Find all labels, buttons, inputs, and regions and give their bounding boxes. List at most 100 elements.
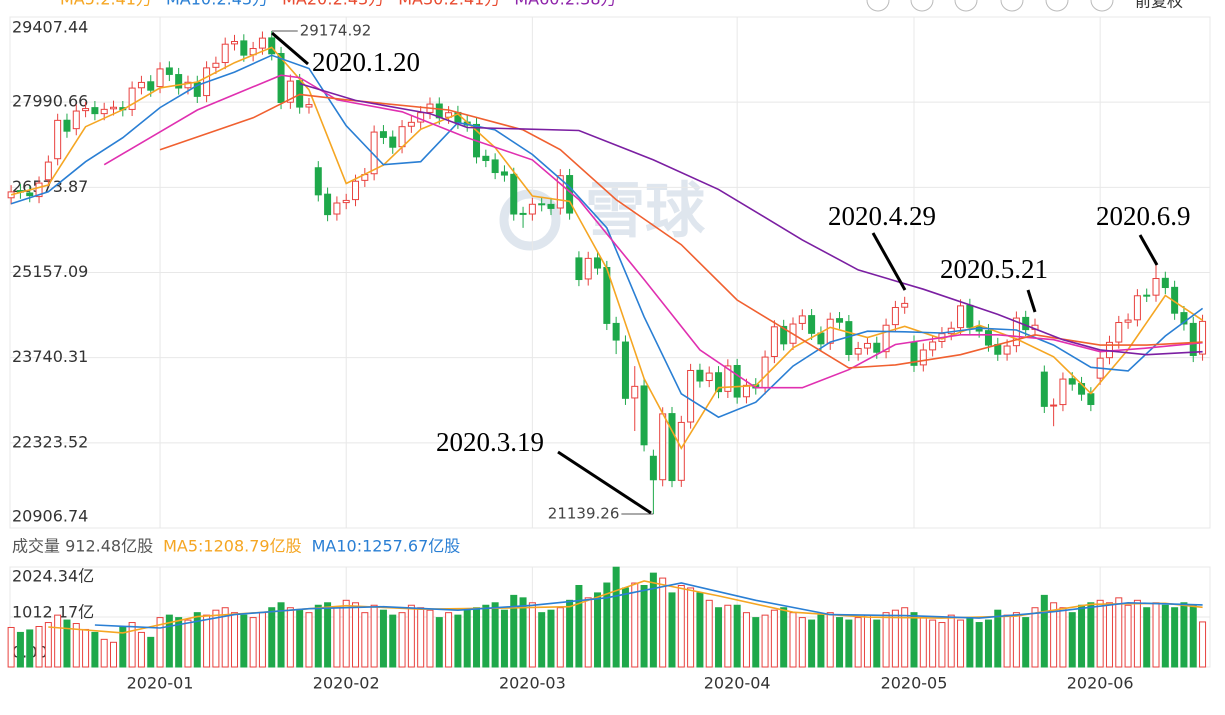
- volume-tick-label: 2024.34亿: [12, 567, 94, 586]
- candle-body: [147, 81, 155, 91]
- candle-body: [1022, 316, 1030, 331]
- volume-bar: [1161, 604, 1169, 668]
- ma-legend: MA5:2.41万: [60, 0, 152, 9]
- ma-legend: MA60:2.38万: [514, 0, 616, 9]
- candle-body: [277, 53, 285, 104]
- zoom-in-button[interactable]: [910, 0, 934, 12]
- volume-bar: [798, 617, 806, 668]
- volume-bar: [314, 604, 322, 668]
- zoom-out-button[interactable]: [866, 0, 890, 12]
- volume-bar: [1152, 602, 1160, 668]
- volume-bar: [333, 607, 341, 668]
- ma-legend: MA30:2.41万: [398, 0, 500, 9]
- volume-bar: [91, 631, 99, 668]
- volume-bar: [165, 614, 173, 668]
- volume-tick-label: 1012.17亿: [12, 603, 94, 622]
- callout-arrow: [1026, 289, 1037, 313]
- candle-body: [333, 202, 341, 215]
- candle-body: [724, 365, 732, 392]
- candle-body: [379, 131, 387, 138]
- candle-body: [817, 332, 825, 345]
- volume-bar: [696, 592, 704, 668]
- volume-bar: [603, 582, 611, 668]
- volume-bar: [286, 607, 294, 668]
- volume-bar: [1050, 602, 1058, 668]
- ma-line: [10, 46, 1204, 450]
- candle-body: [1040, 371, 1048, 407]
- ma-legend: MA10:2.43万: [166, 0, 268, 9]
- next-button[interactable]: [1045, 0, 1069, 12]
- volume-bar: [44, 622, 52, 668]
- volume-bar: [407, 604, 415, 668]
- candle-body: [882, 324, 890, 353]
- volume-bar: [631, 582, 639, 668]
- candle-body: [510, 173, 518, 215]
- candle-body: [482, 155, 490, 162]
- y-tick-label: 22323.52: [12, 432, 88, 451]
- candle-body: [1133, 295, 1141, 321]
- volume-bar: [528, 602, 536, 668]
- candle-body: [1003, 345, 1011, 355]
- reset-button[interactable]: [1090, 0, 1114, 12]
- candle-body: [314, 167, 322, 196]
- candle-body: [891, 306, 899, 326]
- candle-body: [286, 80, 294, 103]
- candle-body: [715, 372, 723, 393]
- callout-arrow: [557, 450, 652, 515]
- candle-body: [1189, 322, 1197, 356]
- candle-body: [1152, 278, 1160, 296]
- y-tick-label: 26573.87: [12, 177, 88, 196]
- adjust-button[interactable]: 前复权: [1135, 0, 1183, 11]
- y-tick-label: 23740.31: [12, 347, 88, 366]
- candle-body: [26, 192, 34, 197]
- candle-body: [1180, 312, 1188, 325]
- candle-body: [491, 159, 499, 174]
- volume-bar: [435, 617, 443, 668]
- volume-bar: [1180, 602, 1188, 668]
- volume-bar: [1143, 607, 1151, 668]
- candle-body: [612, 322, 620, 341]
- prev-button[interactable]: [1000, 0, 1024, 12]
- volume-bar: [575, 584, 583, 668]
- toolbar: 前复权: [866, 0, 1183, 12]
- volume-bar: [249, 617, 257, 668]
- callout-text: 2020.5.21: [940, 254, 1048, 284]
- volume-bar: [221, 607, 229, 668]
- volume-bar: [184, 619, 192, 668]
- candle-body: [742, 384, 750, 398]
- candle-body: [538, 203, 546, 206]
- volume-bar: [715, 607, 723, 668]
- volume-bar: [35, 625, 43, 668]
- callout-text: 2020.6.9: [1096, 201, 1191, 231]
- candle-body: [165, 67, 173, 75]
- candle-body: [305, 104, 313, 108]
- candle-body: [780, 325, 788, 345]
- callout-text: 2020.3.19: [436, 427, 544, 457]
- volume-bar: [957, 619, 965, 668]
- volume-bar: [882, 612, 890, 668]
- volume-bar: [426, 609, 434, 668]
- candle-body: [798, 315, 806, 324]
- candle-body: [901, 302, 909, 308]
- candle-body: [668, 413, 676, 482]
- candle-body: [594, 257, 602, 269]
- volume-bar: [147, 636, 155, 668]
- volume-bar: [817, 614, 825, 668]
- candle-body: [407, 121, 415, 127]
- menu-button[interactable]: [954, 0, 978, 12]
- candle-body: [984, 330, 992, 346]
- volume-bar: [463, 609, 471, 668]
- volume-bar: [649, 572, 657, 668]
- volume-bar: [789, 612, 797, 668]
- candle-body: [35, 182, 43, 198]
- volume-bar: [1189, 604, 1197, 668]
- volume-bar: [584, 597, 592, 668]
- y-tick-label: 20906.74: [12, 507, 88, 526]
- price-panel: [9, 16, 1211, 529]
- candle-body: [957, 305, 965, 329]
- volume-bar: [1068, 612, 1076, 668]
- volume-bar: [705, 599, 713, 668]
- ma-line: [103, 74, 1203, 389]
- volume-bar: [873, 619, 881, 668]
- candle-body: [649, 455, 657, 481]
